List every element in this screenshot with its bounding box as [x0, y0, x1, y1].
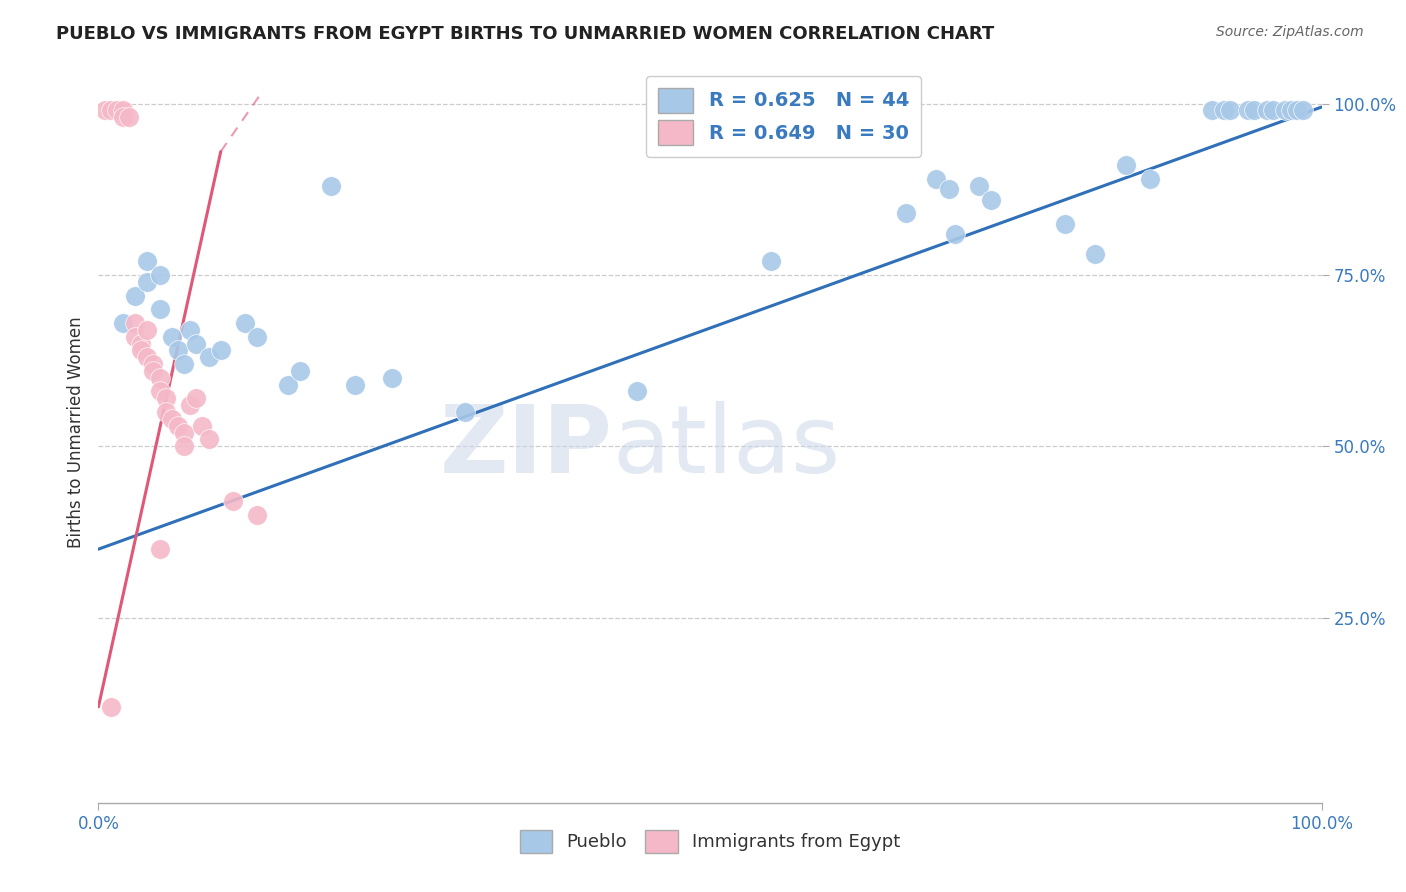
Point: [93, 103, 115, 118]
Point: [1286, 103, 1309, 118]
Point: [118, 110, 141, 124]
Point: [155, 405, 177, 419]
Point: [149, 384, 172, 399]
Text: ZIP: ZIP: [439, 401, 612, 493]
Point: [173, 357, 195, 371]
Point: [100, 103, 122, 118]
Point: [344, 377, 367, 392]
Point: [136, 254, 159, 268]
Point: [142, 364, 165, 378]
Point: [136, 275, 159, 289]
Point: [179, 323, 201, 337]
Point: [1115, 158, 1137, 172]
Point: [925, 172, 948, 186]
Point: [938, 182, 960, 196]
Point: [100, 699, 122, 714]
Point: [209, 343, 232, 358]
Point: [149, 302, 172, 317]
Point: [149, 542, 172, 557]
Point: [1243, 103, 1265, 118]
Point: [277, 377, 299, 392]
Point: [1256, 103, 1278, 118]
Point: [967, 178, 990, 193]
Legend: Pueblo, Immigrants from Egypt: Pueblo, Immigrants from Egypt: [512, 822, 908, 861]
Point: [149, 268, 172, 282]
Point: [173, 439, 195, 453]
Point: [111, 103, 134, 118]
Point: [129, 336, 152, 351]
Point: [1219, 103, 1241, 118]
Point: [980, 193, 1002, 207]
Point: [197, 433, 219, 447]
Point: [222, 494, 245, 508]
Point: [1084, 247, 1107, 261]
Point: [1212, 103, 1234, 118]
Text: Source: ZipAtlas.com: Source: ZipAtlas.com: [1216, 25, 1364, 39]
Point: [381, 371, 404, 385]
Point: [136, 323, 159, 337]
Point: [894, 206, 917, 220]
Point: [167, 343, 190, 358]
Point: [186, 392, 208, 406]
Point: [111, 316, 134, 330]
Point: [1237, 103, 1260, 118]
Point: [124, 316, 146, 330]
Point: [1292, 103, 1315, 118]
Point: [173, 425, 195, 440]
Point: [943, 227, 966, 241]
Text: atlas: atlas: [612, 401, 841, 493]
Point: [454, 405, 477, 419]
Text: PUEBLO VS IMMIGRANTS FROM EGYPT BIRTHS TO UNMARRIED WOMEN CORRELATION CHART: PUEBLO VS IMMIGRANTS FROM EGYPT BIRTHS T…: [56, 25, 994, 43]
Point: [233, 316, 256, 330]
Point: [626, 384, 648, 399]
Point: [246, 329, 269, 343]
Point: [105, 103, 128, 118]
Point: [129, 343, 152, 358]
Point: [179, 398, 201, 412]
Point: [124, 288, 146, 302]
Point: [1261, 103, 1284, 118]
Point: [111, 110, 134, 124]
Point: [1053, 217, 1076, 231]
Point: [197, 350, 219, 364]
Point: [155, 392, 177, 406]
Point: [124, 329, 146, 343]
Point: [149, 371, 172, 385]
Point: [1201, 103, 1223, 118]
Point: [1274, 103, 1296, 118]
Point: [761, 254, 783, 268]
Point: [1279, 103, 1302, 118]
Point: [160, 412, 183, 426]
Point: [186, 336, 208, 351]
Point: [136, 350, 159, 364]
Point: [191, 418, 214, 433]
Point: [142, 357, 165, 371]
Point: [1139, 172, 1161, 186]
Point: [319, 178, 342, 193]
Point: [160, 329, 183, 343]
Point: [167, 418, 190, 433]
Point: [290, 364, 312, 378]
Point: [246, 508, 269, 522]
Y-axis label: Births to Unmarried Women: Births to Unmarried Women: [66, 317, 84, 549]
